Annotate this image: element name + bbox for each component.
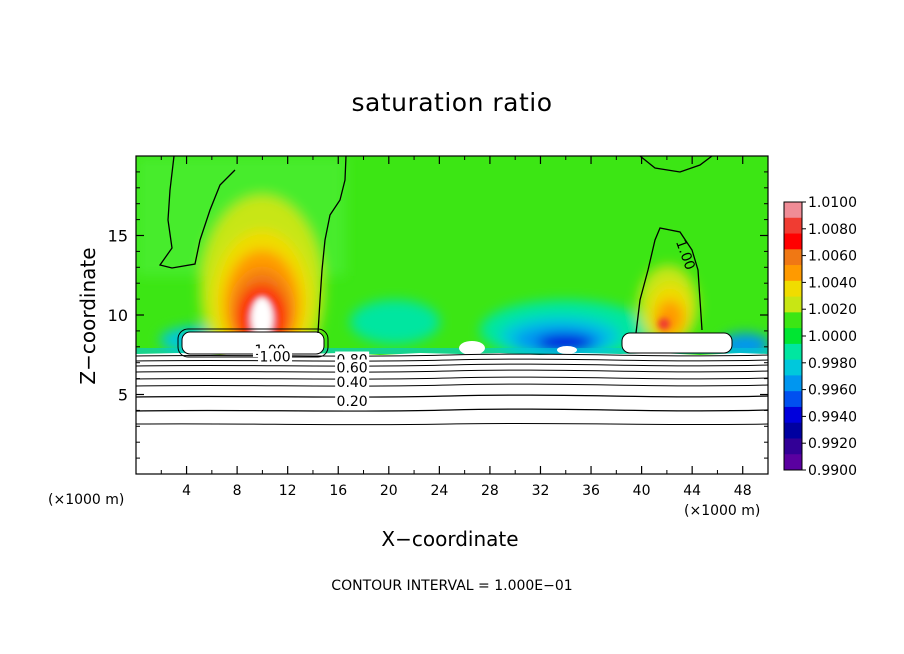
heatmap-warm-plume bbox=[656, 300, 684, 336]
contour-label-bg bbox=[335, 373, 370, 389]
contour-label-bg bbox=[258, 348, 293, 364]
contour-line bbox=[136, 363, 768, 367]
x-unit-label-left: (×1000 m) bbox=[48, 492, 125, 508]
contour-line bbox=[635, 227, 703, 334]
contour-line bbox=[136, 383, 768, 387]
contour-label-bg bbox=[335, 359, 370, 375]
colorbar-swatch bbox=[784, 296, 802, 313]
x-axis-label: X−coordinate bbox=[381, 527, 519, 551]
masked-blob bbox=[557, 346, 577, 354]
colorbar-tick-label: 1.0020 bbox=[808, 302, 857, 318]
y-tick-label: 10 bbox=[108, 306, 128, 325]
colorbar-swatch bbox=[784, 391, 802, 408]
colorbar-swatch bbox=[784, 375, 802, 392]
heatmap-cool-patch bbox=[350, 300, 440, 344]
masked-region bbox=[136, 352, 768, 474]
masked-blob bbox=[622, 333, 732, 353]
colorbar-swatch bbox=[784, 280, 802, 298]
x-tick-label: 16 bbox=[329, 483, 347, 499]
contour-line bbox=[136, 353, 768, 357]
heatmap-band bbox=[136, 348, 768, 354]
colorbar-swatch bbox=[784, 454, 802, 471]
contour-label: 0.40 bbox=[337, 375, 368, 391]
x-unit-label-right: (×1000 m) bbox=[684, 503, 761, 519]
colorbar-tick-label: 1.0060 bbox=[808, 249, 857, 265]
colorbar-tick-label: 1.0000 bbox=[808, 329, 857, 345]
contour-line bbox=[158, 156, 236, 269]
colorbar-swatch bbox=[784, 265, 802, 282]
colorbar-swatch bbox=[784, 422, 802, 439]
heatmap-cool-patch bbox=[537, 334, 593, 352]
x-tick-label: 4 bbox=[182, 483, 191, 499]
colorbar-tick-label: 1.0080 bbox=[808, 222, 857, 238]
contour-line bbox=[136, 376, 768, 380]
colorbar-swatch bbox=[784, 217, 802, 235]
colorbar-swatch bbox=[784, 312, 802, 329]
x-tick-label: 12 bbox=[279, 483, 297, 499]
contour-line bbox=[177, 328, 329, 358]
colorbar-swatch bbox=[784, 343, 802, 361]
heatmap-peak bbox=[658, 318, 670, 330]
x-tick-label: 44 bbox=[683, 483, 701, 499]
colorbar-tick-label: 1.0100 bbox=[808, 195, 857, 211]
x-tick-label: 24 bbox=[430, 483, 448, 499]
y-axis-ticks: 5 10 15 bbox=[108, 171, 768, 459]
contour-line bbox=[621, 332, 733, 354]
colorbar-swatch bbox=[784, 233, 802, 250]
x-tick-label: 8 bbox=[233, 483, 242, 499]
x-tick-label: 32 bbox=[532, 483, 550, 499]
contour-line bbox=[639, 156, 713, 173]
x-tick-label: 28 bbox=[481, 483, 499, 499]
colorbar-tick-label: 0.9900 bbox=[808, 463, 857, 479]
x-tick-label: 36 bbox=[582, 483, 600, 499]
colorbar-swatch bbox=[784, 202, 802, 219]
heatmap-field bbox=[136, 156, 768, 474]
contour-line bbox=[136, 422, 768, 426]
contour-line bbox=[136, 369, 768, 373]
contour-line bbox=[317, 156, 347, 334]
colorbar-tick-label: 0.9940 bbox=[808, 409, 857, 425]
chart-title: saturation ratio bbox=[351, 88, 553, 117]
colorbar-tick-label: 0.9960 bbox=[808, 383, 857, 399]
contour-interval-note: CONTOUR INTERVAL = 1.000E−01 bbox=[331, 578, 573, 594]
colorbar-tick-label: 0.9980 bbox=[808, 356, 857, 372]
x-tick-label: 48 bbox=[734, 483, 752, 499]
x-axis-ticks: 4 8 12 16 20 24 28 32 36 40 44 48 bbox=[160, 156, 752, 499]
heatmap-peak-core bbox=[252, 298, 272, 338]
colorbar-tick-label: 1.0040 bbox=[808, 275, 857, 291]
contour-label-bg bbox=[335, 392, 370, 408]
colorbar-swatch bbox=[784, 359, 802, 376]
contour-line bbox=[136, 408, 768, 412]
masked-blob bbox=[459, 341, 485, 355]
y-tick-label: 15 bbox=[108, 227, 128, 246]
x-tick-label: 20 bbox=[380, 483, 398, 499]
contour-line bbox=[136, 358, 768, 362]
contour-labels: 1.001.000.800.600.400.201.00 bbox=[252, 238, 698, 410]
contour-label: 0.60 bbox=[337, 360, 368, 376]
x-tick-label: 40 bbox=[633, 483, 651, 499]
colorbar-tick-label: 0.9920 bbox=[808, 436, 857, 452]
colorbar-swatch bbox=[784, 249, 802, 266]
contour-label: 0.20 bbox=[337, 394, 368, 410]
contour-line bbox=[136, 394, 768, 398]
colorbar-swatch bbox=[784, 406, 802, 424]
colorbar: 1.0100 1.0080 1.0060 1.0040 1.0020 1.0000 0.99… bbox=[783, 195, 857, 479]
colorbar-swatch bbox=[784, 328, 802, 345]
contour-label: 1.00 bbox=[259, 349, 290, 365]
colorbar-swatch bbox=[784, 438, 802, 455]
y-tick-label: 5 bbox=[118, 386, 128, 405]
